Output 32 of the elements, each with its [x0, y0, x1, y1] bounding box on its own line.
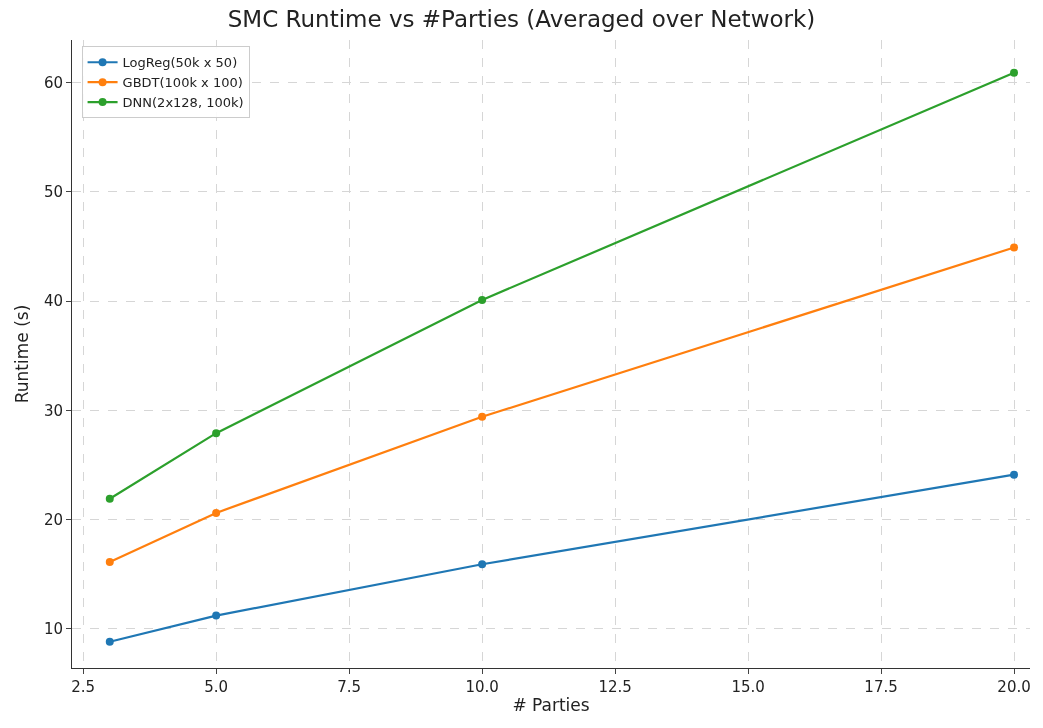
x-tick-label: 5.0 [204, 678, 229, 696]
point [212, 429, 221, 438]
y-tick-label: 30 [43, 401, 63, 420]
point [105, 637, 114, 646]
point [1010, 68, 1019, 77]
point [1010, 243, 1019, 252]
x-tick-label: 20.0 [997, 678, 1031, 696]
y-axis-title: Runtime (s) [12, 304, 32, 404]
x-axis-title: # Parties [512, 695, 590, 716]
point [478, 295, 487, 304]
chart-title: SMC Runtime vs #Parties (Averaged over Network) [227, 6, 816, 33]
point [212, 508, 221, 517]
point [478, 560, 487, 569]
point [105, 494, 114, 503]
x-tick-label: 2.5 [71, 678, 96, 696]
legend-label: DNN(2x128, 100k) [122, 95, 244, 111]
y-tick-label: 20 [43, 510, 63, 529]
x-tick-label: 15.0 [731, 678, 765, 696]
y-tick-label: 60 [43, 73, 63, 92]
y-tick-label: 40 [43, 292, 63, 311]
legend-label: GBDT(100k x 100) [122, 75, 243, 91]
point [1010, 470, 1019, 479]
x-tick-label: 10.0 [465, 678, 499, 696]
point [478, 412, 487, 421]
legend-label: LogReg(50k x 50) [122, 55, 238, 71]
x-tick-label: 7.5 [337, 678, 362, 696]
point [105, 558, 114, 567]
y-tick-label: 10 [43, 619, 63, 638]
y-tick-label: 50 [43, 183, 63, 202]
x-tick-label: 12.5 [598, 678, 632, 696]
x-tick-label: 17.5 [864, 678, 898, 696]
point [212, 611, 221, 620]
